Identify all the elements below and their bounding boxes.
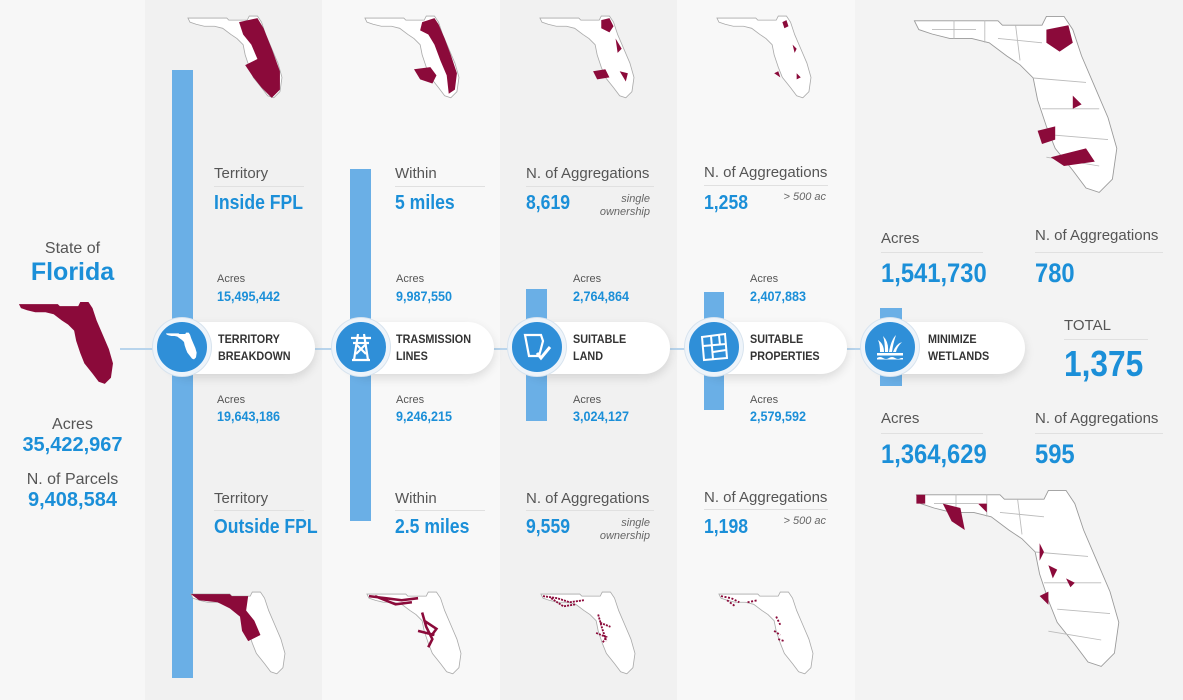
divider [881, 433, 983, 434]
suitable-land-bottom-label: N. of Aggregations [526, 490, 650, 507]
transmission-bottom-value: 2.5 miles [395, 516, 470, 538]
suitable-properties-top-acres-label: Acres [750, 273, 779, 285]
transmission-top-value: 5 miles [395, 192, 455, 214]
step-suitable-properties-label-1: SUITABLE [750, 332, 804, 346]
wetlands-top-agg-label: N. of Aggregations [1035, 227, 1159, 244]
divider [395, 186, 485, 187]
wetlands-top-acres-label: Acres [881, 230, 920, 247]
transmission-top-acres-label: Acres [396, 273, 425, 285]
map-wetlands-bottom [915, 489, 1120, 668]
territory-bottom-acres-value: 19,643,186 [217, 408, 281, 424]
transmission-tower-icon[interactable] [332, 318, 390, 376]
state-parcels-value: 9,408,584 [28, 489, 117, 511]
territory-bottom-label: Territory [214, 490, 269, 507]
suitable-properties-bottom-label: N. of Aggregations [704, 489, 828, 506]
transmission-bottom-label: Within [395, 490, 437, 507]
total-label: TOTAL [1064, 317, 1111, 334]
divider [1064, 339, 1148, 340]
flow-connector [120, 348, 880, 350]
divider [881, 252, 983, 253]
suitable-properties-bottom-acres-value: 2,579,592 [750, 408, 807, 424]
territory-top-acres-label: Acres [217, 273, 246, 285]
step-territory-label-1: TERRITORY [218, 332, 280, 346]
suitable-properties-bottom-value: 1,198 [704, 516, 749, 538]
divider [1035, 252, 1163, 253]
transmission-top-acres-value: 9,987,550 [396, 288, 453, 304]
divider [214, 510, 304, 511]
territory-top-value: Inside FPL [214, 192, 303, 214]
divider [1035, 433, 1163, 434]
suitable-land-top-note-2: ownership [599, 206, 650, 218]
step-suitable-properties-label-2: PROPERTIES [750, 349, 820, 363]
wetlands-top-agg-value: 780 [1035, 258, 1075, 288]
step-suitable-land-label-2: LAND [573, 349, 603, 363]
suitable-land-bottom-note-2: ownership [599, 530, 650, 542]
step-wetlands-label-1: MINIMIZE [928, 332, 977, 346]
territory-bottom-value: Outside FPL [214, 516, 318, 538]
suitable-properties-top-acres-value: 2,407,883 [750, 288, 807, 304]
suitable-land-top-note-1: single [621, 193, 650, 205]
suitable-properties-bottom-acres-label: Acres [750, 394, 779, 406]
state-acres-label: Acres [52, 416, 93, 433]
suitable-properties-top-label: N. of Aggregations [704, 164, 828, 181]
divider [704, 509, 828, 510]
state-title: Florida [30, 258, 115, 286]
suitable-properties-top-value: 1,258 [704, 192, 749, 214]
step-transmission-label-1: TRASMISSION [396, 332, 472, 346]
wetlands-icon[interactable] [861, 318, 919, 376]
divider [526, 186, 654, 187]
step-territory-label-2: BREAKDOWN [218, 349, 291, 363]
suitable-properties-top-note: > 500 ac [783, 191, 826, 203]
map-within-5-miles [364, 15, 460, 99]
land-check-icon[interactable] [508, 318, 566, 376]
state-acres-value: 35,422,967 [22, 434, 123, 456]
territory-bottom-acres-label: Acres [217, 394, 246, 406]
suitable-land-top-value: 8,619 [526, 192, 571, 214]
transmission-bottom-acres-label: Acres [396, 394, 425, 406]
suitable-properties-bottom-note: > 500 ac [783, 515, 826, 527]
wetlands-bottom-agg-label: N. of Aggregations [1035, 410, 1159, 427]
divider [214, 186, 304, 187]
florida-icon[interactable] [153, 318, 211, 376]
divider [526, 510, 654, 511]
suitable-land-top-acres-value: 2,764,864 [573, 288, 630, 304]
suitable-land-bottom-value: 9,559 [526, 516, 571, 538]
transmission-bottom-acres-value: 9,246,215 [396, 408, 453, 424]
wetlands-top-acres-value: 1,541,730 [881, 258, 987, 288]
map-within-2-5-miles [366, 591, 462, 675]
step-wetlands-label-2: WETLANDS [928, 349, 990, 363]
state-title-top: State of [44, 240, 101, 257]
suitable-land-top-acres-label: Acres [573, 273, 602, 285]
map-suitable-properties-bottom [718, 591, 814, 675]
step-transmission-label-2: LINES [396, 349, 428, 363]
wetlands-bottom-acres-value: 1,364,629 [881, 439, 987, 469]
suitable-land-bottom-note-1: single [621, 517, 650, 529]
suitable-land-bottom-acres-label: Acres [573, 394, 602, 406]
map-suitable-properties-top [716, 15, 812, 99]
step-suitable-land-label-1: SUITABLE [573, 332, 627, 346]
parcels-icon[interactable] [685, 318, 743, 376]
map-suitable-land-top [539, 15, 635, 99]
suitable-land-top-label: N. of Aggregations [526, 165, 650, 182]
territory-top-acres-value: 15,495,442 [217, 288, 281, 304]
wetlands-bottom-agg-value: 595 [1035, 439, 1075, 469]
territory-top-label: Territory [214, 165, 269, 182]
map-wetlands-top [913, 15, 1118, 194]
map-suitable-land-bottom [540, 591, 636, 675]
suitable-land-bottom-acres-value: 3,024,127 [573, 408, 630, 424]
map-inside-fpl [187, 15, 283, 99]
state-parcels-label: N. of Parcels [26, 471, 119, 488]
transmission-top-label: Within [395, 165, 437, 182]
state-column [0, 0, 145, 700]
divider [704, 185, 828, 186]
florida-map-full [18, 302, 113, 384]
map-outside-fpl [190, 591, 286, 675]
total-value: 1,375 [1064, 343, 1144, 384]
divider [395, 510, 485, 511]
wetlands-bottom-acres-label: Acres [881, 410, 920, 427]
